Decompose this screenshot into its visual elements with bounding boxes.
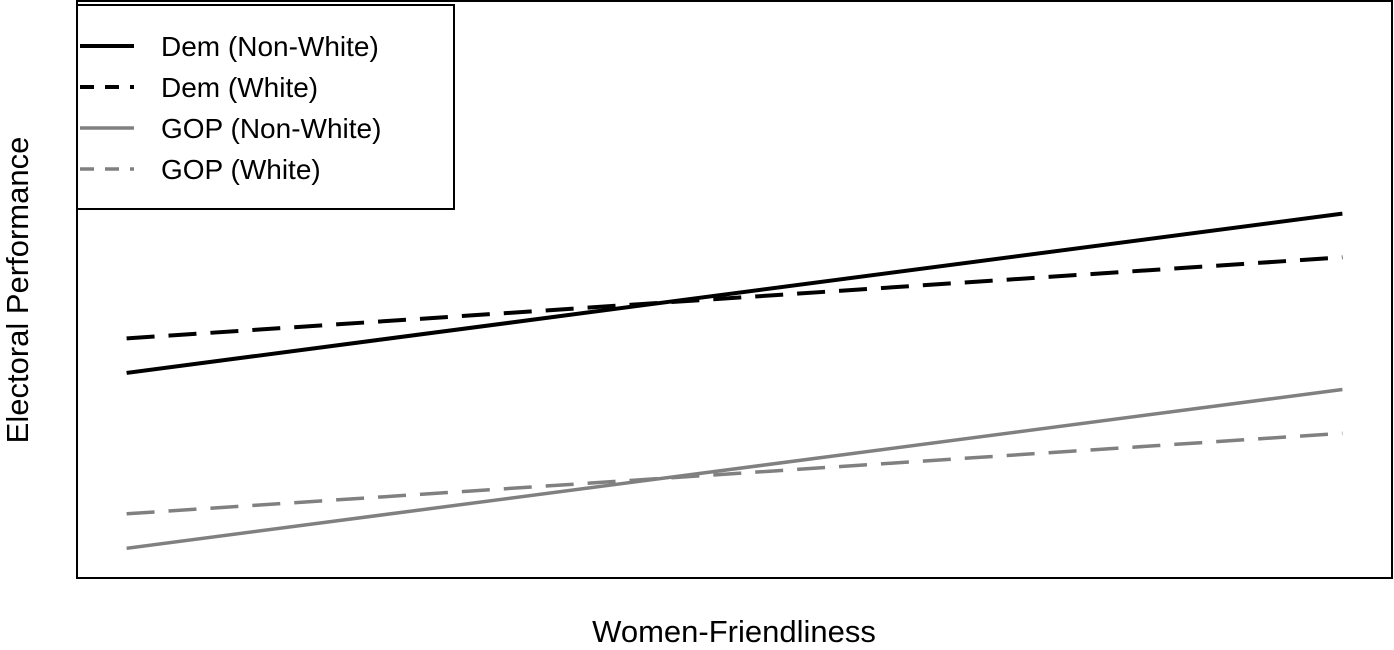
series-line-gop-non-white (126, 387, 1343, 551)
x-axis-title: Women-Friendliness (592, 614, 876, 649)
legend-label-dem-non-white: Dem (Non-White) (161, 31, 379, 62)
plot-frame (76, 0, 1393, 579)
legend-label-gop-white: GOP (White) (161, 154, 321, 185)
legend: Dem (Non-White) Dem (White) GOP (Non-White… (76, 4, 455, 210)
series-line-dem-white (126, 255, 1343, 341)
series-line-dem-non-white (126, 211, 1343, 375)
series-layer (126, 211, 1343, 551)
legend-label-dem-white: Dem (White) (161, 72, 318, 103)
y-axis-title: Electoral Performance (0, 137, 35, 444)
legend-box (76, 4, 455, 210)
series-line-gop-white (126, 431, 1343, 516)
legend-label-gop-non-white: GOP (Non-White) (161, 113, 381, 144)
